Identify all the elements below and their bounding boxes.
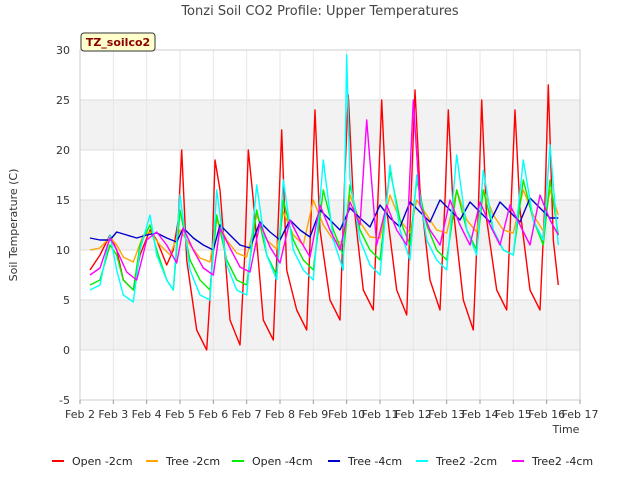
plot-band xyxy=(80,250,580,300)
tag-box: TZ_soilco2 xyxy=(80,32,156,52)
plot-band xyxy=(80,350,580,400)
x-tick-label: Feb 7 xyxy=(232,408,262,421)
legend-label: Open -4cm xyxy=(252,455,313,468)
x-tick-label: Feb 9 xyxy=(298,408,328,421)
legend-label: Tree2 -2cm xyxy=(435,455,497,468)
chart-title: Tonzi Soil CO2 Profile: Upper Temperatur… xyxy=(180,4,459,19)
legend-label: Open -2cm xyxy=(72,455,133,468)
series-line-4 xyxy=(89,54,559,303)
x-tick-label: Feb 3 xyxy=(98,408,128,421)
x-tick-label: Feb 15 xyxy=(495,408,532,421)
y-tick-label: 20 xyxy=(56,144,70,157)
legend-label: Tree -2cm xyxy=(165,455,220,468)
x-tick-label: Feb 13 xyxy=(428,408,465,421)
x-axis: Feb 2 Feb 3 Feb 4 Feb 5 Feb 6 Feb 7 Feb 8 Feb 9… xyxy=(65,400,598,421)
x-tick-label: Feb 12 xyxy=(395,408,432,421)
x-tick-label: Feb 11 xyxy=(362,408,399,421)
legend-label: Tree -4cm xyxy=(347,455,402,468)
x-tick-label: Feb 10 xyxy=(328,408,365,421)
plot-band xyxy=(80,150,580,200)
y-tick-label: 30 xyxy=(56,44,70,57)
plot-band xyxy=(80,100,580,150)
tag-label: TZ_soilco2 xyxy=(86,36,150,49)
plot-frame xyxy=(79,49,581,401)
plot-band xyxy=(80,300,580,350)
y-tick-label: 0 xyxy=(63,344,70,357)
y-tick-label: -5 xyxy=(59,394,70,407)
legend-label: Tree2 -4cm xyxy=(531,455,593,468)
series-lines xyxy=(89,54,559,351)
x-tick-label: Feb 17 xyxy=(562,408,599,421)
y-axis-label: Soil Temperature (C) xyxy=(7,169,20,282)
series-line-0 xyxy=(89,84,559,351)
y-tick-label: 15 xyxy=(56,194,70,207)
x-tick-label: Feb 5 xyxy=(165,408,195,421)
x-tick-label: Feb 4 xyxy=(132,408,162,421)
x-tick-label: Feb 2 xyxy=(65,408,95,421)
y-tick-label: 10 xyxy=(56,244,70,257)
legend: Open -2cm Tree -2cm Open -4cm Tree -4cm Tree… xyxy=(52,455,593,468)
x-tick-label: Feb 8 xyxy=(265,408,295,421)
x-tick-label: Feb 6 xyxy=(198,408,228,421)
y-axis: -5 0 5 10 15 20 25 30 xyxy=(56,44,70,407)
plot-band xyxy=(80,50,580,100)
y-tick-label: 25 xyxy=(56,94,70,107)
y-tick-label: 5 xyxy=(63,294,70,307)
series-line-5 xyxy=(89,99,559,281)
x-tick-label: Feb 16 xyxy=(528,408,565,421)
x-axis-label: Time xyxy=(552,423,580,436)
x-tick-label: Feb 14 xyxy=(462,408,499,421)
